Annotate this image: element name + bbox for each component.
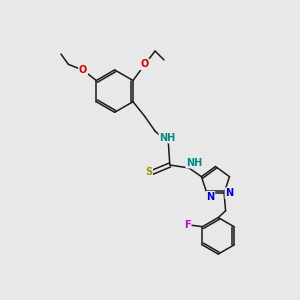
Text: NH: NH: [159, 133, 176, 142]
Text: N: N: [206, 192, 214, 202]
Text: O: O: [79, 65, 87, 75]
Text: S: S: [145, 167, 152, 177]
Text: N: N: [225, 188, 233, 198]
Text: F: F: [184, 220, 191, 230]
Text: O: O: [141, 59, 149, 69]
Text: NH: NH: [186, 158, 202, 168]
